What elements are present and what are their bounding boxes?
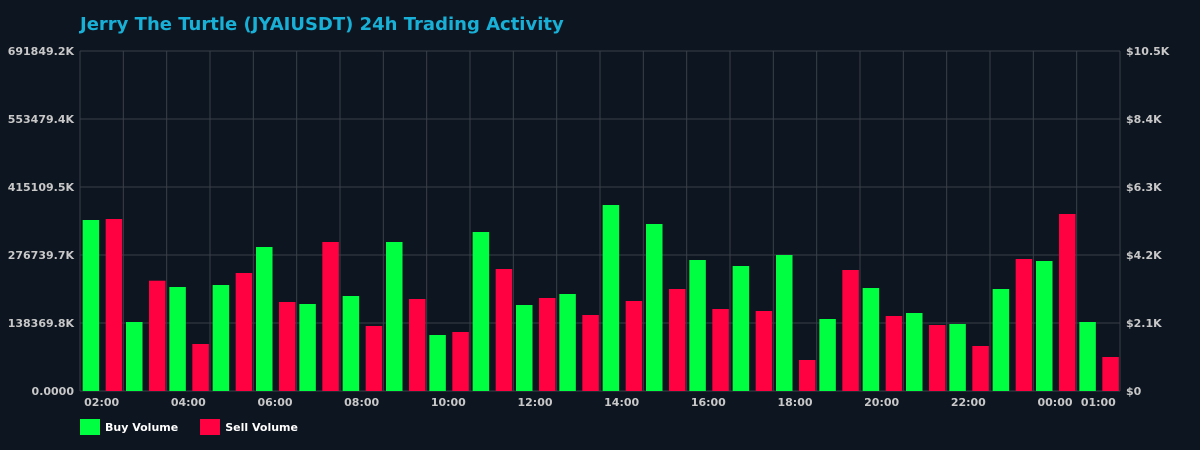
bars: [82, 205, 1119, 391]
buy-volume-bar[interactable]: [906, 313, 923, 391]
buy-volume-bar[interactable]: [992, 288, 1010, 391]
buy-volume-bar[interactable]: [126, 321, 143, 391]
y2-tick-label: $8.4K: [1126, 113, 1162, 126]
buy-volume-bar[interactable]: [386, 241, 403, 391]
sell-volume-bar[interactable]: [799, 360, 816, 391]
y2-tick-label: $4.2K: [1126, 249, 1162, 262]
chart-title: Jerry The Turtle (JYAIUSDT) 24h Trading …: [80, 14, 564, 35]
buy-volume-bar[interactable]: [1079, 321, 1096, 391]
x-tick-label: 02:00: [84, 396, 119, 409]
buy-volume-bar[interactable]: [82, 220, 100, 391]
buy-volume-bar[interactable]: [1036, 260, 1053, 391]
y2-tick-label: $0: [1126, 385, 1142, 398]
legend: Buy Volume Sell Volume: [80, 419, 320, 435]
buy-swatch-icon: [80, 419, 100, 435]
sell-volume-bar[interactable]: [409, 299, 426, 391]
sell-volume-bar[interactable]: [495, 268, 513, 391]
buy-volume-bar[interactable]: [212, 285, 230, 391]
x-tick-label: 22:00: [951, 396, 986, 409]
legend-label-buy: Buy Volume: [105, 420, 179, 434]
sell-volume-bar[interactable]: [279, 301, 296, 391]
x-axis: 02:00 04:00 06:00 08:00 10:00 12:00 14:00 16:00…: [84, 396, 1116, 409]
buy-volume-bar[interactable]: [949, 324, 966, 391]
x-tick-label: 20:00: [864, 396, 899, 409]
legend-label-sell: Sell Volume: [225, 420, 298, 434]
x-tick-label: 14:00: [604, 396, 639, 409]
grid-lines: [79, 50, 1121, 392]
x-tick-label: 00:00: [1037, 396, 1072, 409]
sell-volume-bar[interactable]: [1059, 214, 1076, 391]
sell-volume-bar[interactable]: [105, 219, 123, 391]
sell-volume-bar[interactable]: [929, 325, 946, 391]
buy-volume-bar[interactable]: [256, 247, 273, 391]
x-tick-label: 12:00: [517, 396, 552, 409]
sell-volume-bar[interactable]: [712, 308, 729, 391]
x-tick-label: 16:00: [691, 396, 726, 409]
sell-volume-bar[interactable]: [322, 241, 339, 391]
y-axis-right: $0 $2.1K $4.2K $6.3K $8.4K $10.5K: [1126, 45, 1170, 398]
sell-volume-bar[interactable]: [365, 326, 383, 391]
y2-tick-label: $10.5K: [1126, 45, 1170, 58]
buy-volume-bar[interactable]: [299, 304, 316, 391]
sell-volume-bar[interactable]: [1102, 356, 1119, 391]
buy-volume-bar[interactable]: [732, 266, 750, 391]
sell-volume-bar[interactable]: [885, 315, 903, 391]
sell-volume-bar[interactable]: [972, 346, 989, 391]
buy-volume-bar[interactable]: [776, 254, 793, 391]
sell-volume-bar[interactable]: [842, 269, 859, 391]
sell-volume-bar[interactable]: [452, 332, 469, 391]
x-tick-label: 10:00: [431, 396, 466, 409]
sell-volume-bar[interactable]: [669, 288, 686, 391]
x-tick-label: 01:00: [1081, 396, 1116, 409]
x-tick-label: 04:00: [171, 396, 206, 409]
buy-volume-bar[interactable]: [689, 260, 706, 391]
y-tick-label: 0.0000: [32, 385, 75, 398]
y-tick-label: 415109.5K: [8, 181, 75, 194]
buy-volume-bar[interactable]: [169, 287, 186, 391]
buy-volume-bar[interactable]: [646, 224, 663, 391]
sell-volume-bar[interactable]: [582, 314, 599, 391]
sell-swatch-icon: [200, 419, 221, 435]
y-tick-label: 138369.8K: [8, 317, 75, 330]
sell-volume-bar[interactable]: [539, 298, 556, 391]
y-tick-label: 276739.7K: [8, 249, 75, 262]
sell-volume-bar[interactable]: [1015, 259, 1033, 391]
buy-volume-bar[interactable]: [516, 305, 533, 391]
buy-volume-bar[interactable]: [472, 232, 490, 391]
buy-volume-bar[interactable]: [862, 287, 880, 391]
legend-item-sell[interactable]: Sell Volume: [200, 419, 298, 435]
sell-volume-bar[interactable]: [192, 344, 209, 391]
x-tick-label: 18:00: [777, 396, 812, 409]
y-axis-left: 0.0000 138369.8K 276739.7K 415109.5K 553479.…: [8, 45, 75, 398]
buy-volume-bar[interactable]: [429, 334, 446, 391]
buy-volume-bar[interactable]: [559, 294, 576, 391]
sell-volume-bar[interactable]: [149, 280, 166, 391]
legend-item-buy[interactable]: Buy Volume: [80, 419, 178, 435]
y2-tick-label: $6.3K: [1126, 181, 1162, 194]
buy-volume-bar[interactable]: [602, 205, 620, 391]
buy-volume-bar[interactable]: [819, 319, 836, 391]
sell-volume-bar[interactable]: [755, 311, 773, 391]
x-tick-label: 06:00: [257, 396, 292, 409]
sell-volume-bar[interactable]: [235, 273, 253, 391]
y2-tick-label: $2.1K: [1126, 317, 1162, 330]
y-tick-label: 691849.2K: [8, 45, 75, 58]
x-tick-label: 08:00: [344, 396, 379, 409]
y-tick-label: 553479.4K: [8, 113, 75, 126]
buy-volume-bar[interactable]: [342, 295, 360, 391]
sell-volume-bar[interactable]: [625, 300, 643, 391]
